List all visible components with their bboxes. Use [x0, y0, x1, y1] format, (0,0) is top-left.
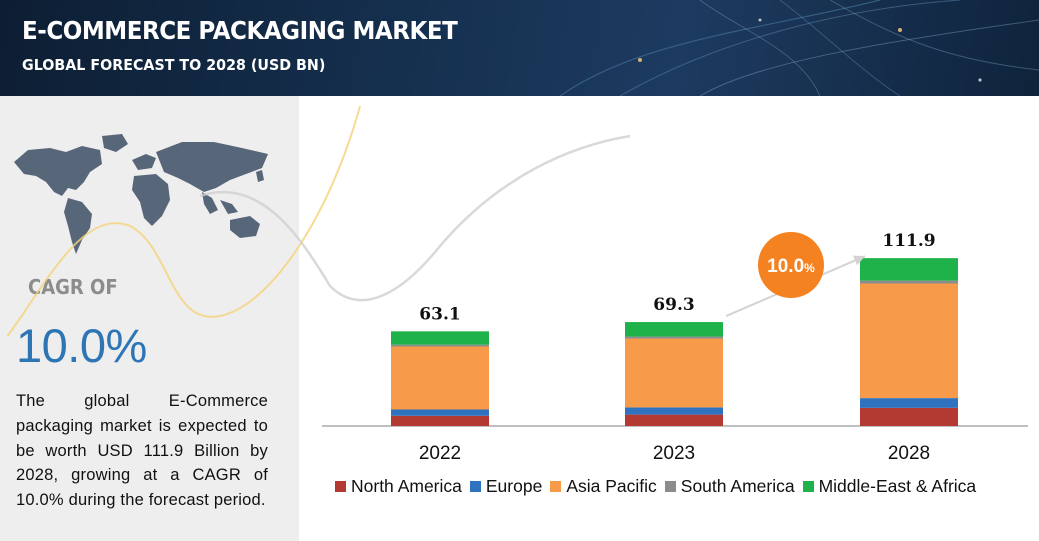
legend-swatch [335, 480, 346, 492]
chart-legend: North America Europe Asia Pacific South Ame… [335, 476, 984, 496]
bar-segment [860, 407, 958, 426]
bar-segment [625, 407, 723, 415]
legend-label: Europe [485, 475, 543, 496]
bar-segment [391, 409, 489, 416]
page-subtitle: GLOBAL FORECAST TO 2028 (USD BN) [22, 56, 326, 74]
legend-item: Europe [469, 475, 543, 497]
cagr-label: CAGR OF [28, 275, 118, 299]
header-decoration [559, 0, 1039, 96]
bar-segment [860, 398, 958, 408]
legend-swatch [802, 480, 814, 492]
header-banner: E-COMMERCE PACKAGING MARKET GLOBAL FOREC… [0, 0, 1039, 96]
legend-swatch [469, 480, 481, 492]
bar-segment [625, 336, 723, 339]
bar-segment [391, 331, 489, 345]
legend-item: South America [664, 475, 795, 497]
page-title: E-COMMERCE PACKAGING MARKET [22, 16, 458, 45]
cagr-bubble [758, 232, 824, 298]
cagr-bubble-label: 10.0% [767, 256, 815, 277]
bar-total-label: 69.3 [653, 295, 694, 315]
legend-label: Asia Pacific [566, 475, 657, 496]
bar-total-label: 111.9 [882, 231, 935, 251]
bar-segment [625, 338, 723, 408]
bar-segment [860, 283, 958, 399]
bar-segment [860, 280, 958, 284]
market-description: The global E-Commerce packaging market i… [16, 392, 268, 510]
world-map-icon [14, 134, 268, 254]
legend-label: Middle-East & Africa [818, 475, 977, 496]
legend-swatch [550, 480, 562, 492]
bar-segment [625, 414, 723, 426]
bar-segment [860, 258, 958, 281]
legend-label: South America [680, 475, 795, 496]
x-tick-label: 2022 [419, 443, 461, 464]
stacked-bar-chart: 63.1 2022 69.3 2023 111.9 2028 10.0% [322, 231, 1028, 464]
x-tick-label: 2028 [888, 443, 930, 464]
legend-label: North America [351, 475, 462, 496]
bar-segment [391, 346, 489, 410]
legend-item: North America [335, 476, 462, 497]
x-tick-label: 2023 [653, 443, 695, 464]
cagr-value: 10.0% [16, 319, 147, 372]
bar-segment [625, 322, 723, 337]
legend-item: Asia Pacific [550, 475, 657, 497]
bar-total-label: 63.1 [419, 304, 460, 324]
bar-segment [391, 415, 489, 426]
legend-swatch [664, 480, 676, 492]
cagr-arrowhead [853, 255, 865, 266]
bar-segment [391, 344, 489, 347]
legend-item: Middle-East & Africa [802, 475, 977, 497]
summary-panel: CAGR OF 10.0% The global E-Commerce pack… [0, 96, 299, 541]
